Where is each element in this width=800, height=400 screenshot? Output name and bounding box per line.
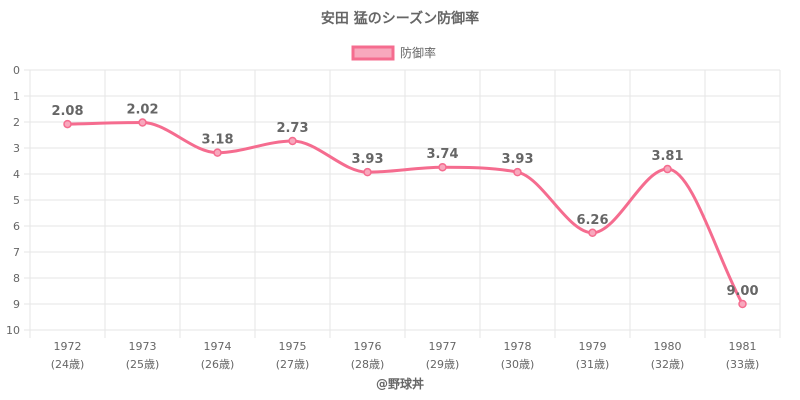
x-tick-label: 1975: [279, 340, 307, 353]
chart-title: 安田 猛のシーズン防御率: [321, 10, 479, 27]
x-axis: 1972 (24歳) 1973 (25歳) 1974 (26歳) 1975 (27歳) 1976…: [51, 340, 760, 371]
x-tick-sublabel: (27歳): [276, 358, 310, 371]
x-tick-label: 1979: [579, 340, 607, 353]
legend[interactable]: 防御率: [351, 45, 436, 61]
series-era: [63, 118, 747, 309]
legend-label: 防御率: [400, 45, 436, 60]
x-tick-label: 1976: [354, 340, 382, 353]
grid: [24, 69, 781, 338]
credit-text: @野球丼: [376, 376, 424, 391]
y-tick-label: 5: [13, 194, 20, 207]
y-tick-label: 4: [13, 168, 20, 181]
y-tick-label: 7: [13, 246, 20, 259]
y-tick-label: 0: [13, 64, 20, 77]
y-tick-label: 6: [13, 220, 20, 233]
x-tick-sublabel: (32歳): [651, 358, 685, 371]
data-point[interactable]: [513, 167, 522, 177]
data-label: 3.81: [651, 149, 683, 164]
data-point[interactable]: [63, 119, 72, 129]
x-tick-label: 1972: [54, 340, 82, 353]
x-tick-sublabel: (25歳): [126, 358, 160, 371]
data-point[interactable]: [738, 299, 747, 309]
data-label: 3.93: [351, 152, 383, 167]
data-point[interactable]: [288, 136, 297, 146]
data-label: 3.74: [426, 147, 458, 162]
x-tick-label: 1977: [429, 340, 457, 353]
x-tick-label: 1981: [729, 340, 757, 353]
x-tick-label: 1978: [504, 340, 532, 353]
data-label: 2.08: [51, 104, 83, 119]
x-tick-sublabel: (26歳): [201, 358, 235, 371]
y-tick-label: 2: [13, 116, 20, 129]
y-tick-label: 1: [13, 90, 20, 103]
series-line: [67, 121, 744, 305]
y-tick-label: 10: [6, 324, 20, 337]
data-point[interactable]: [138, 118, 147, 127]
x-tick-label: 1980: [654, 340, 682, 353]
x-tick-label: 1974: [204, 340, 232, 353]
data-label: 6.26: [576, 213, 608, 228]
x-tick-label: 1973: [129, 340, 157, 353]
data-label: 3.93: [501, 152, 533, 167]
data-label: 9.00: [726, 284, 758, 299]
data-point[interactable]: [438, 162, 447, 172]
data-point[interactable]: [363, 167, 372, 177]
x-tick-sublabel: (24歳): [51, 358, 85, 371]
y-tick-label: 3: [13, 142, 20, 155]
x-tick-sublabel: (33歳): [726, 358, 760, 371]
data-label: 2.02: [126, 103, 158, 118]
y-tick-label: 8: [13, 272, 20, 285]
x-tick-sublabel: (31歳): [576, 358, 610, 371]
y-axis: 0 1 2 3 4 5 6 7 8 9 10: [6, 64, 20, 337]
x-tick-sublabel: (28歳): [351, 358, 385, 371]
y-tick-label: 9: [13, 298, 20, 311]
data-point[interactable]: [213, 148, 222, 157]
x-tick-sublabel: (30歳): [501, 358, 535, 371]
data-label: 2.73: [276, 121, 308, 136]
data-label: 3.18: [201, 133, 233, 148]
data-point[interactable]: [588, 228, 597, 238]
data-labels: 2.08 2.02 3.18 2.73 3.93 3.74 3.93 6.26 3.81 9.00: [51, 103, 758, 299]
legend-swatch: [351, 45, 395, 61]
data-point[interactable]: [663, 164, 672, 174]
x-tick-sublabel: (29歳): [426, 358, 460, 371]
